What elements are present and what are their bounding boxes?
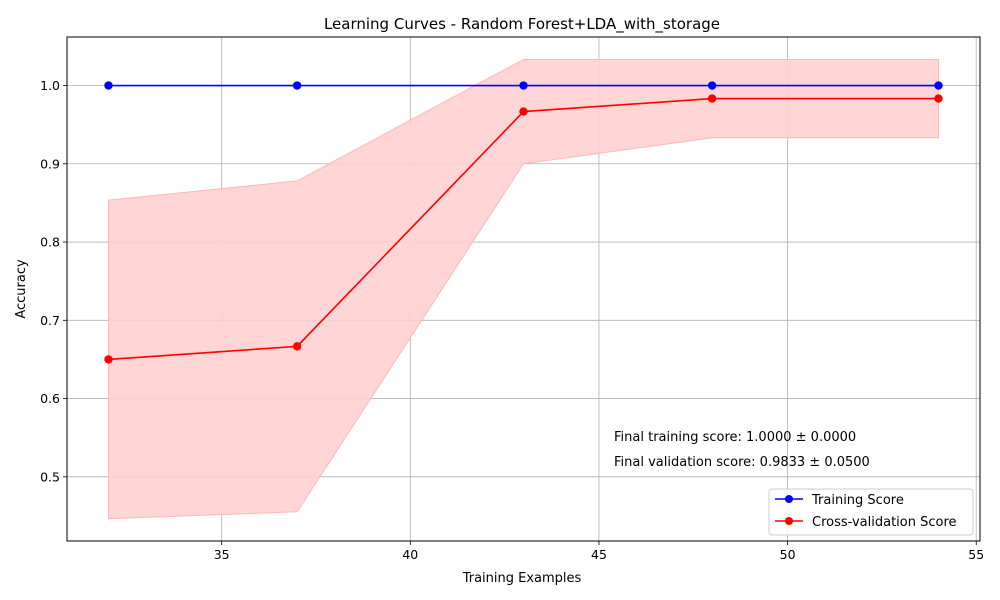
legend-training-label: Training Score: [811, 493, 904, 508]
y-tick-label: 0.8: [40, 235, 60, 250]
final-validation-score-annotation: Final validation score: 0.9833 ± 0.0500: [614, 455, 870, 470]
y-axis-label: Accuracy: [14, 259, 29, 319]
series-points: [104, 81, 943, 364]
data-point: [707, 81, 717, 90]
x-tick-label: 50: [780, 547, 796, 562]
y-tick-label: 0.7: [40, 313, 60, 328]
legend-box: [768, 488, 974, 536]
y-tick-label: 1.0: [40, 78, 60, 93]
data-point: [934, 81, 943, 90]
data-point: [104, 355, 113, 364]
chart-title: Learning Curves - Random Forest+LDA_with…: [324, 15, 720, 34]
y-tick-label: 0.6: [40, 391, 60, 406]
data-point: [519, 81, 528, 90]
legend: Training Score Cross-validation Score: [768, 488, 974, 536]
legend-validation-label: Cross-validation Score: [812, 515, 957, 530]
data-point: [519, 107, 528, 116]
x-tick-label: 55: [968, 547, 984, 562]
data-point: [934, 94, 943, 103]
x-tick-label: 35: [214, 547, 230, 562]
x-tick-label: 45: [591, 547, 607, 562]
plot-frame: [66, 36, 981, 542]
y-axis-ticks: 0.5 0.6 0.7 0.8 0.9 1.0: [40, 78, 67, 484]
y-tick-label: 0.5: [40, 469, 60, 484]
data-point: [292, 342, 302, 351]
y-tick-label: 0.9: [40, 156, 60, 171]
legend-validation-marker: [785, 517, 793, 525]
x-axis-label: Training Examples: [462, 571, 582, 586]
confidence-bands: [108, 58, 939, 520]
confidence-band-1: [108, 58, 939, 520]
data-point: [707, 94, 717, 103]
x-tick-label: 40: [402, 547, 418, 562]
legend-training-marker: [785, 495, 793, 503]
x-axis-ticks: 35 40 45 50 55: [214, 541, 984, 562]
data-point: [104, 81, 113, 90]
final-training-score-annotation: Final training score: 1.0000 ± 0.0000: [614, 430, 856, 445]
data-point: [292, 81, 302, 90]
